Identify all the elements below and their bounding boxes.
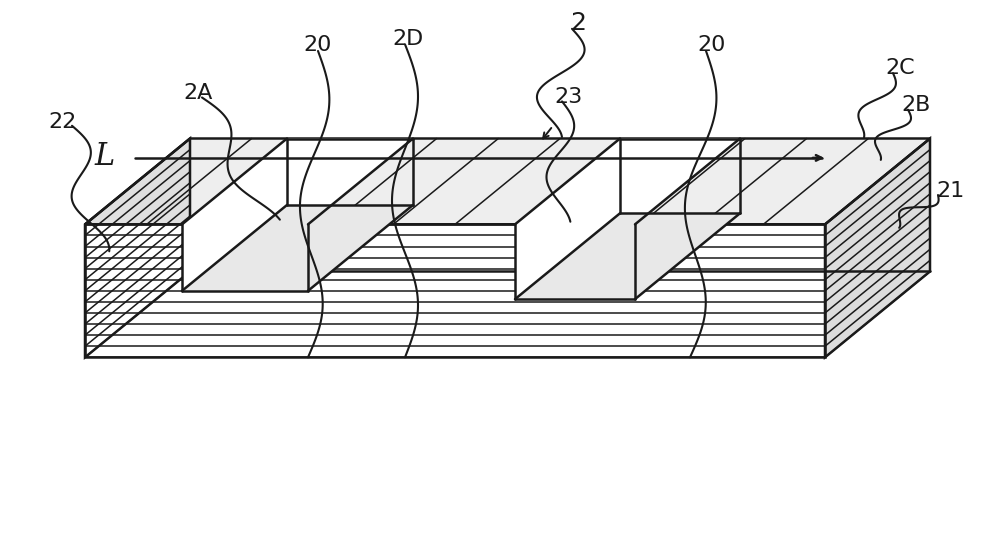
Text: 20: 20: [698, 35, 726, 55]
Polygon shape: [515, 213, 740, 299]
Text: L: L: [95, 141, 115, 172]
Text: 22: 22: [49, 112, 77, 132]
Text: 20: 20: [304, 35, 332, 55]
Polygon shape: [182, 224, 308, 291]
Text: 2D: 2D: [392, 29, 424, 49]
Polygon shape: [825, 138, 930, 357]
Text: 23: 23: [554, 87, 582, 107]
Polygon shape: [182, 205, 413, 291]
Text: 2: 2: [570, 11, 586, 35]
Polygon shape: [515, 224, 635, 299]
Polygon shape: [182, 138, 413, 224]
Polygon shape: [85, 138, 190, 357]
Polygon shape: [85, 138, 930, 224]
Text: 21: 21: [936, 181, 964, 201]
Text: 2B: 2B: [901, 95, 931, 115]
Polygon shape: [515, 138, 740, 224]
Polygon shape: [85, 224, 825, 357]
Text: 2C: 2C: [885, 58, 915, 78]
Text: 2A: 2A: [183, 83, 213, 103]
